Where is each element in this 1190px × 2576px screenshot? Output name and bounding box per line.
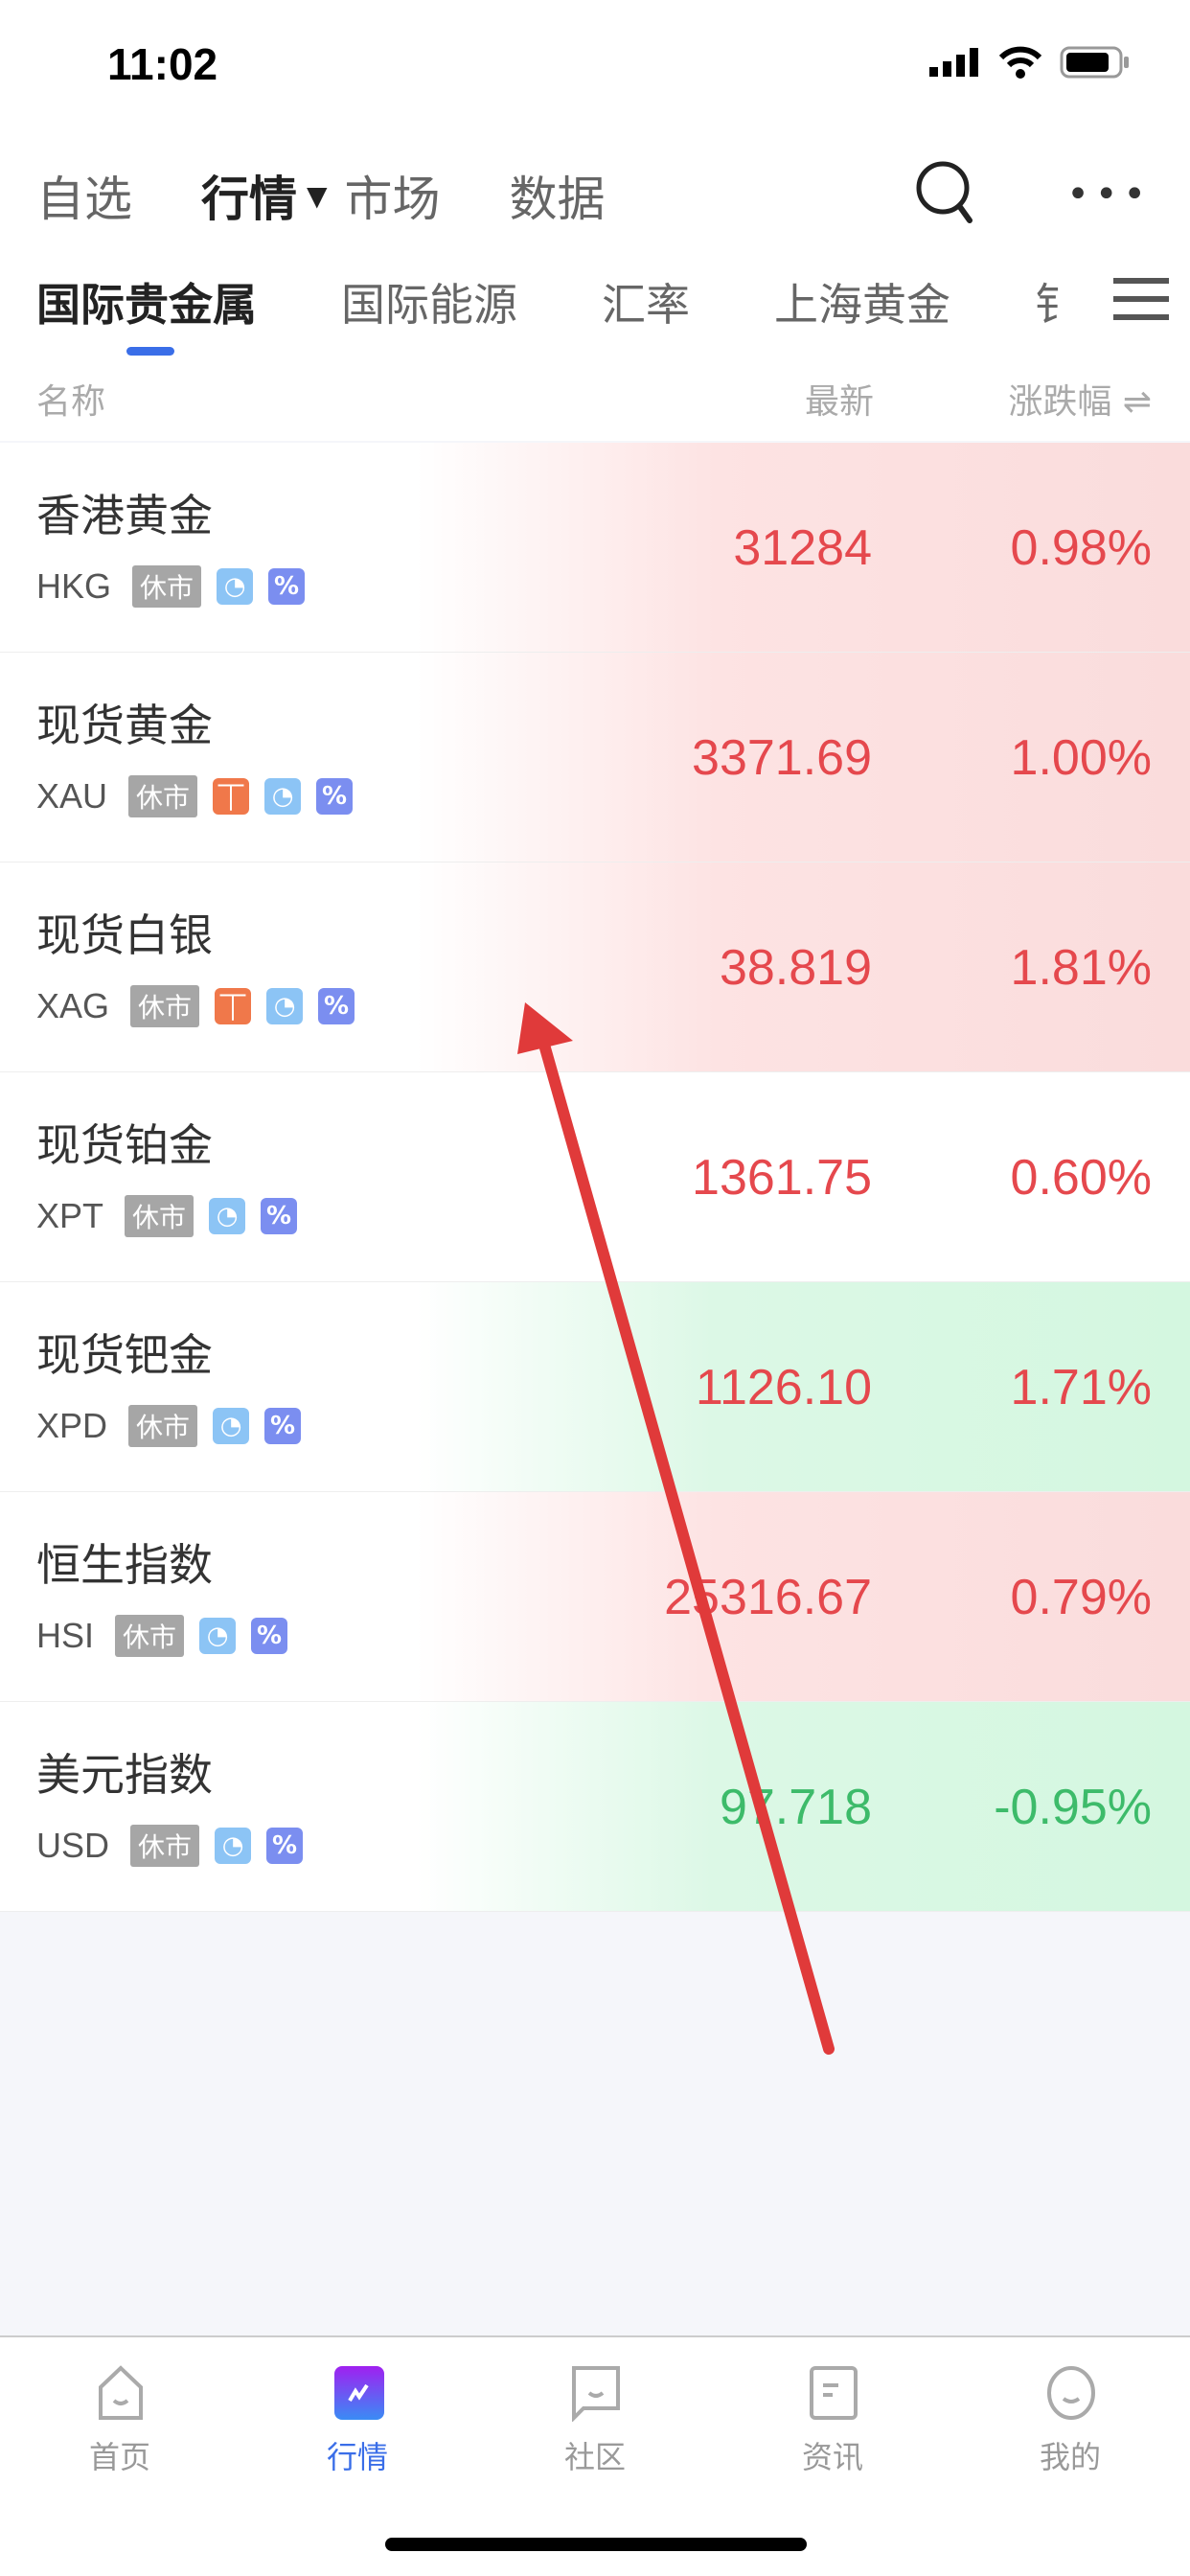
quote-list: 香港黄金 HKG 休市 ◔% 31284 0.98% 现货黄金 XAU 休市 ⏉ ◔% 3…: [0, 443, 1190, 1912]
home-icon: [99, 2365, 143, 2420]
nav-label: 资讯: [801, 2439, 863, 2475]
topnav-data[interactable]: 数据: [509, 172, 606, 227]
nav-label: 首页: [88, 2439, 150, 2475]
change-percent: 0.79%: [1010, 1570, 1152, 1625]
pie-chart-icon: ◔: [213, 1408, 250, 1444]
signal-icon: [929, 48, 978, 77]
last-price: 97.718: [719, 1780, 872, 1835]
percent-icon: %: [251, 1618, 288, 1654]
instrument-code: HSI: [36, 1616, 95, 1655]
table-row[interactable]: 现货钯金 XPD 休市 ◔% 1126.10 1.71%: [0, 1282, 1190, 1492]
menu-icon[interactable]: [1113, 276, 1169, 322]
instrument-name: 现货铂金: [36, 1119, 213, 1171]
active-tab-indicator: [126, 347, 174, 356]
more-icon[interactable]: •••: [1066, 172, 1152, 217]
lighthouse-icon: ⏉: [213, 778, 250, 815]
topnav-quotes[interactable]: 行情: [201, 172, 297, 227]
instrument-name: 现货钯金: [36, 1329, 213, 1381]
instrument-code: USD: [36, 1826, 110, 1865]
header: 自选 行情 ▼ 市场 数据 ••• 国际贵金属 国际能源 汇率 上海黄金 钅 名…: [0, 134, 1190, 441]
home-indicator: [385, 2538, 807, 2551]
tab-energy[interactable]: 国际能源: [341, 279, 517, 331]
pie-chart-icon: ◔: [264, 778, 302, 815]
col-change-label: 涨跌幅: [1008, 382, 1112, 422]
instrument-code: XAU: [36, 776, 108, 816]
instrument-name: 现货黄金: [36, 700, 213, 751]
change-percent: 1.00%: [1010, 730, 1152, 786]
percent-icon: %: [316, 778, 354, 815]
tab-forex[interactable]: 汇率: [602, 279, 690, 331]
instrument-name: 美元指数: [36, 1749, 213, 1801]
news-icon: [810, 2366, 858, 2420]
battery-icon: [1060, 46, 1129, 79]
nav-label: 我的: [1039, 2439, 1101, 2475]
change-percent: 1.81%: [1010, 940, 1152, 996]
market-closed-badge: 休市: [130, 985, 200, 1027]
tab-precious-metals[interactable]: 国际贵金属: [36, 279, 257, 331]
topnav-market[interactable]: 市场: [344, 172, 441, 227]
instrument-code: XPT: [36, 1196, 104, 1235]
col-change[interactable]: 涨跌幅 ⇌: [1008, 374, 1152, 424]
table-row[interactable]: 现货白银 XAG 休市 ⏉ ◔% 38.819 1.81%: [0, 862, 1190, 1072]
last-price: 1126.10: [695, 1360, 872, 1415]
topnav-watchlist[interactable]: 自选: [36, 172, 132, 227]
last-price: 25316.67: [664, 1570, 872, 1625]
table-row[interactable]: 美元指数 USD 休市 ◔% 97.718 -0.95%: [0, 1702, 1190, 1912]
market-closed-badge: 休市: [130, 1825, 200, 1867]
percent-icon: %: [318, 988, 355, 1024]
wifi-icon: [998, 46, 1042, 79]
instrument-code: HKG: [36, 566, 112, 606]
status-bar: 11:02: [0, 0, 1190, 134]
tab-shanghai-gold[interactable]: 上海黄金: [774, 279, 950, 331]
instrument-name: 恒生指数: [36, 1539, 213, 1591]
bottom-nav: 首页 行情 社区 资讯 我的: [0, 2335, 1190, 2576]
instrument-code: XAG: [36, 986, 110, 1025]
table-row[interactable]: 香港黄金 HKG 休市 ◔% 31284 0.98%: [0, 443, 1190, 653]
market-closed-badge: 休市: [128, 1405, 198, 1447]
swap-icon[interactable]: ⇌: [1122, 382, 1152, 422]
search-icon[interactable]: [914, 159, 977, 226]
market-closed-badge: 休市: [125, 1195, 195, 1237]
instrument-name: 现货白银: [36, 909, 213, 961]
last-price: 1361.75: [692, 1150, 872, 1206]
change-percent: 1.71%: [1010, 1360, 1152, 1415]
pie-chart-icon: ◔: [199, 1618, 237, 1654]
last-price: 3371.69: [692, 730, 872, 786]
percent-icon: %: [268, 568, 306, 605]
market-closed-badge: 休市: [115, 1615, 185, 1657]
pie-chart-icon: ◔: [215, 1828, 252, 1864]
percent-icon: %: [266, 1828, 304, 1864]
percent-icon: %: [264, 1408, 302, 1444]
status-time: 11:02: [107, 39, 218, 89]
market-closed-badge: 休市: [132, 565, 202, 608]
instrument-name: 香港黄金: [36, 490, 213, 541]
table-row[interactable]: 现货黄金 XAU 休市 ⏉ ◔% 3371.69 1.00%: [0, 653, 1190, 862]
nav-label: 社区: [563, 2439, 626, 2475]
pie-chart-icon: ◔: [266, 988, 304, 1024]
table-row[interactable]: 现货铂金 XPT 休市 ◔% 1361.75 0.60%: [0, 1072, 1190, 1282]
change-percent: 0.60%: [1010, 1150, 1152, 1206]
percent-icon: %: [261, 1198, 298, 1234]
pie-chart-icon: ◔: [209, 1198, 246, 1234]
lighthouse-icon: ⏉: [215, 988, 252, 1024]
table-row[interactable]: 恒生指数 HSI 休市 ◔% 25316.67 0.79%: [0, 1492, 1190, 1702]
caret-down-icon[interactable]: ▼: [307, 179, 328, 212]
instrument-code: XPD: [36, 1406, 108, 1445]
col-last[interactable]: 最新: [804, 382, 874, 422]
change-percent: 0.98%: [1010, 520, 1152, 576]
market-closed-badge: 休市: [128, 775, 198, 817]
pie-chart-icon: ◔: [217, 568, 254, 605]
profile-icon: [1047, 2366, 1095, 2420]
col-name: 名称: [36, 382, 106, 422]
quotes-icon: [334, 2366, 384, 2420]
change-percent: -0.95%: [994, 1780, 1152, 1835]
tab-truncated[interactable]: 钅: [1035, 279, 1079, 331]
nav-label: 行情: [326, 2439, 388, 2475]
last-price: 31284: [733, 520, 872, 576]
community-icon: [572, 2366, 620, 2422]
last-price: 38.819: [719, 940, 872, 996]
